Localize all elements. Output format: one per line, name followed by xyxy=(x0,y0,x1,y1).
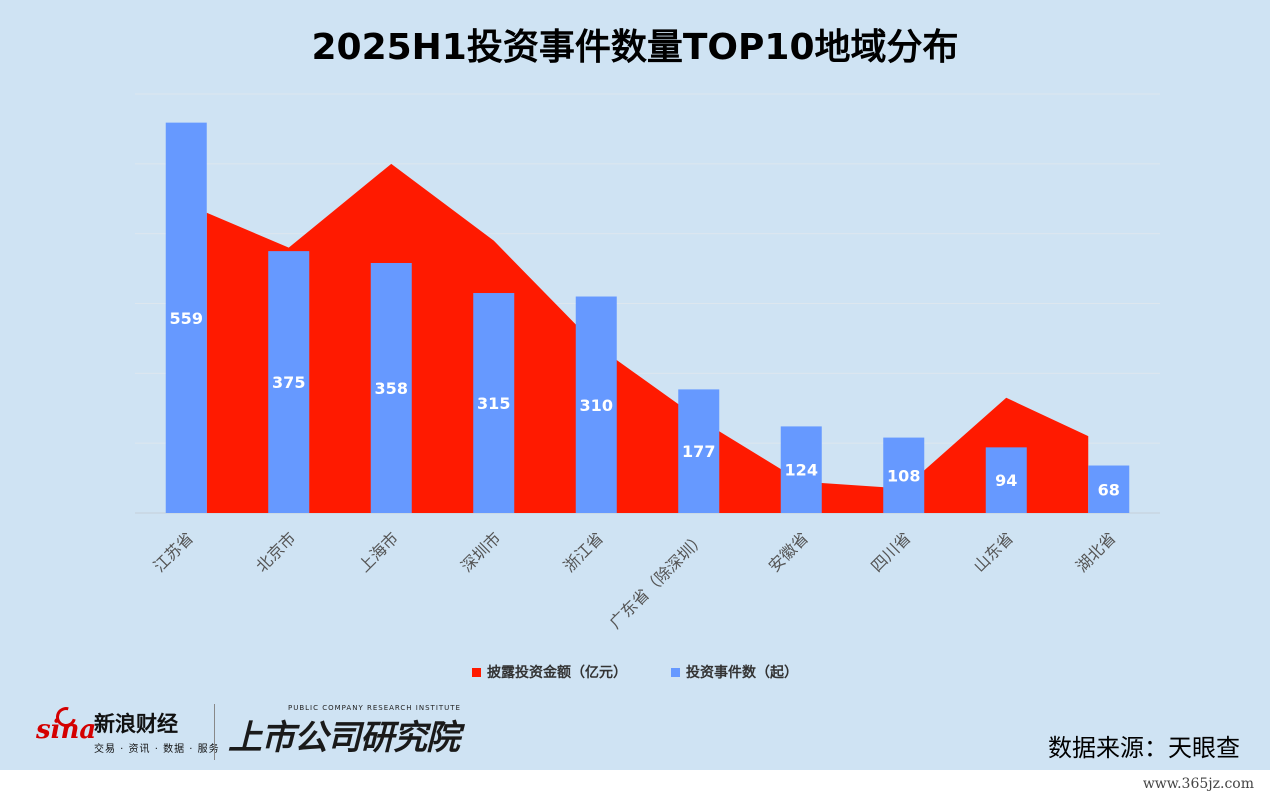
bar-3 xyxy=(473,293,515,513)
bar-data-label-0: 559 xyxy=(170,309,203,328)
bar-data-label-6: 124 xyxy=(785,461,818,480)
sina-finance-logo: sina 新浪财经 交易 · 资讯 · 数据 · 服务 xyxy=(36,702,220,755)
x-tick-label-2: 上海市 xyxy=(355,528,402,575)
bar-data-label-3: 315 xyxy=(477,394,510,413)
x-tick-label-9: 湖北省 xyxy=(1072,528,1119,575)
x-tick-label-0: 江苏省 xyxy=(150,528,197,575)
bar-data-label-4: 310 xyxy=(580,396,613,415)
x-tick-label-8: 山东省 xyxy=(970,528,1017,575)
institute-logo: PUBLIC COMPANY RESEARCH INSTITUTE 上市公司研究… xyxy=(228,704,461,759)
x-tick-label-6: 安徽省 xyxy=(765,528,812,575)
brand-name: 新浪财经 xyxy=(94,712,178,736)
area-amount xyxy=(206,163,1089,514)
bar-7 xyxy=(883,437,925,513)
bar-data-label-8: 94 xyxy=(995,471,1017,490)
chart-title: 2025H1投资事件数量TOP10地域分布 xyxy=(311,27,959,68)
brand-subtitle: 交易 · 资讯 · 数据 · 服务 xyxy=(94,744,220,755)
footer: sina 新浪财经 交易 · 资讯 · 数据 · 服务 PUBLIC COMPA… xyxy=(0,700,1270,770)
bar-9 xyxy=(1088,465,1130,513)
bar-6 xyxy=(780,426,822,513)
institute-name: 上市公司研究院 xyxy=(228,718,460,758)
footer-divider xyxy=(214,704,215,760)
legend-item-amount: 披露投资金额（亿元） xyxy=(472,662,627,682)
bar-data-label-1: 375 xyxy=(272,373,305,392)
sina-logo-icon: sina xyxy=(36,702,96,749)
x-tick-label-3: 深圳市 xyxy=(457,528,504,575)
x-tick-label-5: 广东省（除深圳） xyxy=(606,528,710,632)
chart-svg: 559 375 358 315 310 177 124 108 94 68 江苏省 北京市 上海市 深圳… xyxy=(135,93,1160,632)
bar-8 xyxy=(985,447,1027,513)
x-tick-label-1: 北京市 xyxy=(252,528,299,575)
bar-data-label-9: 68 xyxy=(1098,480,1120,499)
bar-data-label-7: 108 xyxy=(887,466,920,485)
legend: 披露投资金额（亿元） 投资事件数（起） xyxy=(0,662,1270,682)
bar-5 xyxy=(678,389,720,513)
x-tick-label-4: 浙江省 xyxy=(560,528,607,575)
x-tick-label-7: 四川省 xyxy=(867,528,914,575)
data-source: 数据来源：天眼查 xyxy=(1048,734,1240,762)
legend-item-count: 投资事件数（起） xyxy=(671,662,798,682)
bar-1 xyxy=(268,251,310,513)
bar-data-label-5: 177 xyxy=(682,442,715,461)
watermark-bar: www.365jz.com xyxy=(0,770,1270,800)
area-series xyxy=(206,163,1089,514)
bar-data-label-2: 358 xyxy=(375,379,408,398)
legend-swatch-count xyxy=(671,667,680,677)
legend-label-amount: 披露投资金额（亿元） xyxy=(487,665,627,681)
legend-label-count: 投资事件数（起） xyxy=(686,665,798,681)
legend-swatch-amount xyxy=(472,667,481,677)
bar-2 xyxy=(370,262,412,513)
institute-subtitle: PUBLIC COMPANY RESEARCH INSTITUTE xyxy=(288,704,461,712)
bar-4 xyxy=(575,296,617,513)
bar-0 xyxy=(165,122,207,514)
bar-series: 559 375 358 315 310 177 124 108 94 68 xyxy=(165,122,1130,514)
watermark: www.365jz.com xyxy=(1142,776,1254,792)
